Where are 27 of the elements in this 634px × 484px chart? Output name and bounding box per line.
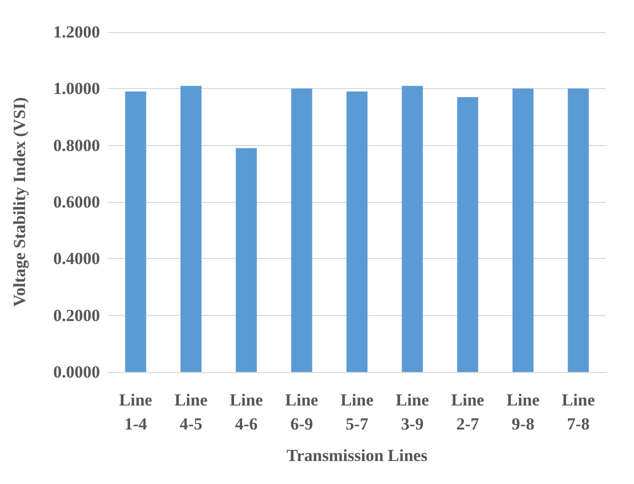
y-tick-label: 1.2000 (53, 22, 100, 42)
x-tick-label: Line 4-6 (230, 390, 264, 434)
bar (180, 86, 202, 372)
x-tick-label: Line 5-7 (340, 390, 374, 434)
bar (512, 88, 534, 372)
x-tick-label: Line 7-8 (562, 390, 596, 434)
y-tick-label: 0.4000 (53, 249, 100, 268)
bar (568, 88, 589, 372)
x-tick-label: Line 2-7 (451, 390, 485, 434)
x-tick-label: Line 9-8 (506, 390, 540, 434)
y-tick-label: 1.0000 (53, 79, 100, 98)
x-tick-label: Line 4-5 (174, 390, 208, 434)
y-tick-label: 0.6000 (53, 192, 100, 212)
y-tick-label: 0.2000 (53, 306, 100, 325)
y-tick-label: 0.0000 (53, 362, 100, 382)
x-tick-label: Line 1-4 (119, 390, 153, 434)
x-axis-title: Transmission Lines (286, 446, 428, 465)
bar (125, 92, 146, 372)
y-tick-label: 0.8000 (53, 136, 100, 155)
x-tick-label: Line 3-9 (396, 390, 430, 434)
bar (457, 97, 478, 372)
y-axis-title: Voltage Stability Index (VSI) (10, 97, 29, 307)
bar (291, 88, 312, 372)
bar (402, 86, 423, 372)
x-tick-label: Line 6-9 (285, 390, 319, 434)
bar (346, 92, 368, 372)
bar (236, 148, 257, 372)
